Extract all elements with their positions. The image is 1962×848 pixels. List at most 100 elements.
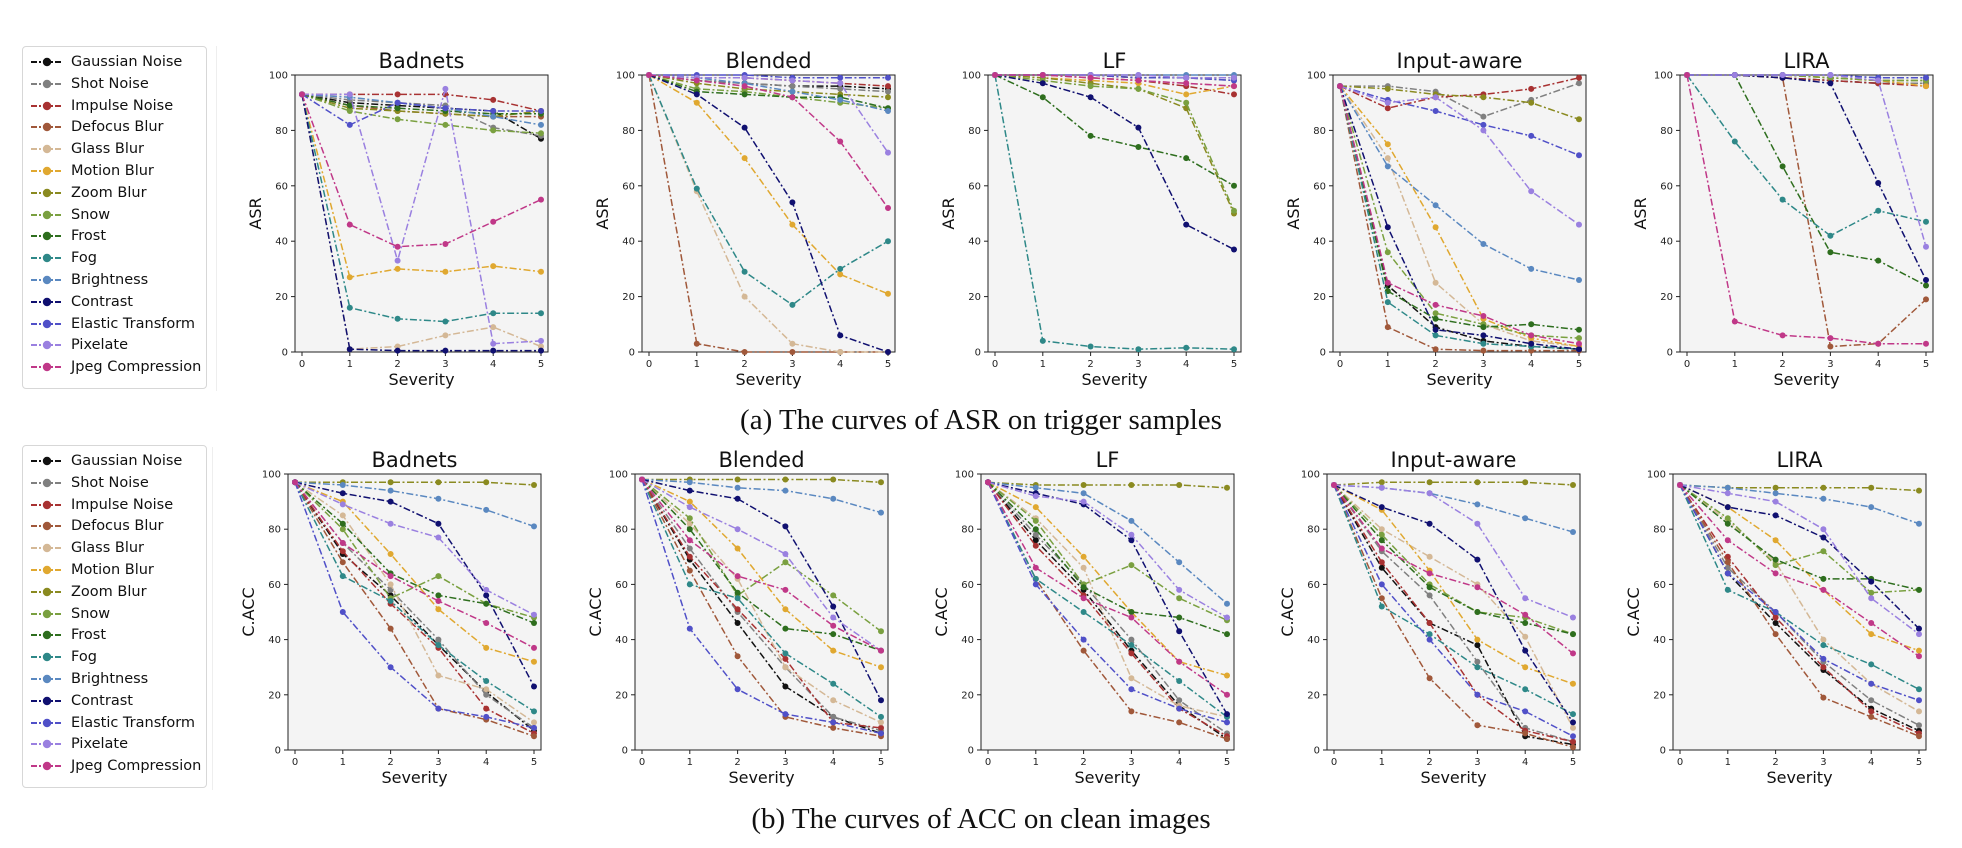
series-line [1339, 85, 1580, 121]
x-tick-label: 1 [1725, 757, 1731, 768]
y-tick-label: 40 [1653, 635, 1666, 646]
data-point [490, 218, 497, 225]
data-point [1183, 344, 1190, 351]
series-line [301, 93, 542, 118]
legend-label: Fog [71, 250, 97, 267]
series-line [648, 74, 889, 98]
data-point [442, 318, 449, 325]
x-tick-label: 0 [639, 757, 645, 768]
data-point [1384, 163, 1391, 170]
data-point [830, 631, 837, 638]
data-point [1570, 680, 1576, 687]
data-point [1474, 722, 1481, 729]
series-line [1333, 484, 1574, 654]
series-line [1679, 484, 1920, 630]
series-jpeg-compression [992, 72, 1237, 90]
data-point [339, 526, 346, 533]
data-point [490, 127, 497, 134]
x-tick-label: 1 [1379, 757, 1385, 768]
chart-title: Input-aware [1391, 448, 1517, 472]
data-point [734, 484, 741, 491]
data-point [734, 545, 741, 552]
series-line [648, 74, 889, 109]
data-point [789, 199, 796, 206]
data-point [1528, 99, 1535, 106]
x-tick-label: 3 [1820, 757, 1826, 768]
series-jpeg-compression [1331, 482, 1576, 657]
x-tick-label: 0 [646, 359, 652, 370]
data-point [394, 343, 401, 350]
y-tick-label: 60 [268, 580, 281, 591]
series-zoom-blur [1331, 479, 1576, 488]
series-line [987, 481, 1228, 715]
data-point [538, 337, 544, 344]
data-point [1432, 315, 1439, 322]
data-point [686, 567, 693, 574]
y-tick-label: 100 [262, 470, 281, 481]
data-point [1779, 72, 1786, 78]
data-point [837, 85, 844, 92]
x-tick-label: 2 [1779, 359, 1785, 370]
series-line [641, 478, 882, 514]
data-point [1384, 85, 1391, 92]
data-point [1480, 113, 1487, 120]
x-tick-label: 3 [1827, 359, 1833, 370]
data-point [878, 719, 884, 726]
data-point [1522, 708, 1529, 715]
data-point [1080, 609, 1087, 615]
data-point [1080, 553, 1087, 560]
data-point [483, 620, 490, 626]
x-tick-label: 2 [741, 359, 747, 370]
data-point [1128, 609, 1135, 615]
data-point [885, 238, 891, 245]
data-point [1916, 708, 1922, 715]
data-point [1032, 484, 1039, 491]
series-line [1333, 484, 1574, 737]
data-point [538, 343, 544, 350]
series-line [642, 478, 882, 484]
data-point [1480, 241, 1487, 247]
data-point [782, 487, 789, 494]
data-point [837, 138, 844, 145]
series-line [1679, 484, 1920, 525]
y-tick-label: 100 [1647, 470, 1666, 481]
data-point [782, 476, 789, 483]
data-point [1875, 257, 1882, 264]
legend-item: Frost [29, 226, 106, 246]
data-point [1224, 736, 1230, 742]
data-point [483, 713, 490, 720]
data-point [339, 482, 346, 488]
series-line [301, 93, 541, 126]
series-line [301, 94, 542, 279]
legend-label: Shot Noise [71, 75, 149, 92]
x-axis-label: Severity [1773, 370, 1839, 389]
data-point [1432, 279, 1439, 286]
plot-area [294, 74, 549, 353]
data-point [1087, 83, 1094, 90]
data-point [1128, 562, 1135, 569]
data-point [885, 349, 891, 355]
data-point [490, 310, 497, 317]
legend-swatch [31, 740, 63, 749]
data-point [1080, 498, 1087, 505]
data-point [1576, 277, 1582, 283]
data-point [1176, 586, 1183, 593]
data-point [1183, 99, 1190, 106]
data-point [394, 315, 401, 322]
data-point [435, 520, 442, 527]
y-tick-label: 100 [1654, 71, 1673, 82]
chart-panel: 0 20 40 60 80 100 0 1 2 3 4 5 LIRA Severity C.ACC [1624, 448, 1927, 787]
data-point [339, 512, 346, 519]
data-point [1032, 531, 1039, 538]
data-point [1474, 691, 1481, 698]
x-tick-label: 2 [387, 757, 393, 768]
series-line [294, 481, 535, 732]
data-point [1426, 479, 1433, 486]
series-pixelate [1684, 72, 1929, 250]
data-point [1224, 719, 1230, 726]
data-point [1384, 279, 1391, 286]
data-point [483, 479, 490, 486]
series-line [1339, 85, 1580, 345]
data-point [1868, 631, 1875, 638]
data-point [830, 603, 837, 610]
